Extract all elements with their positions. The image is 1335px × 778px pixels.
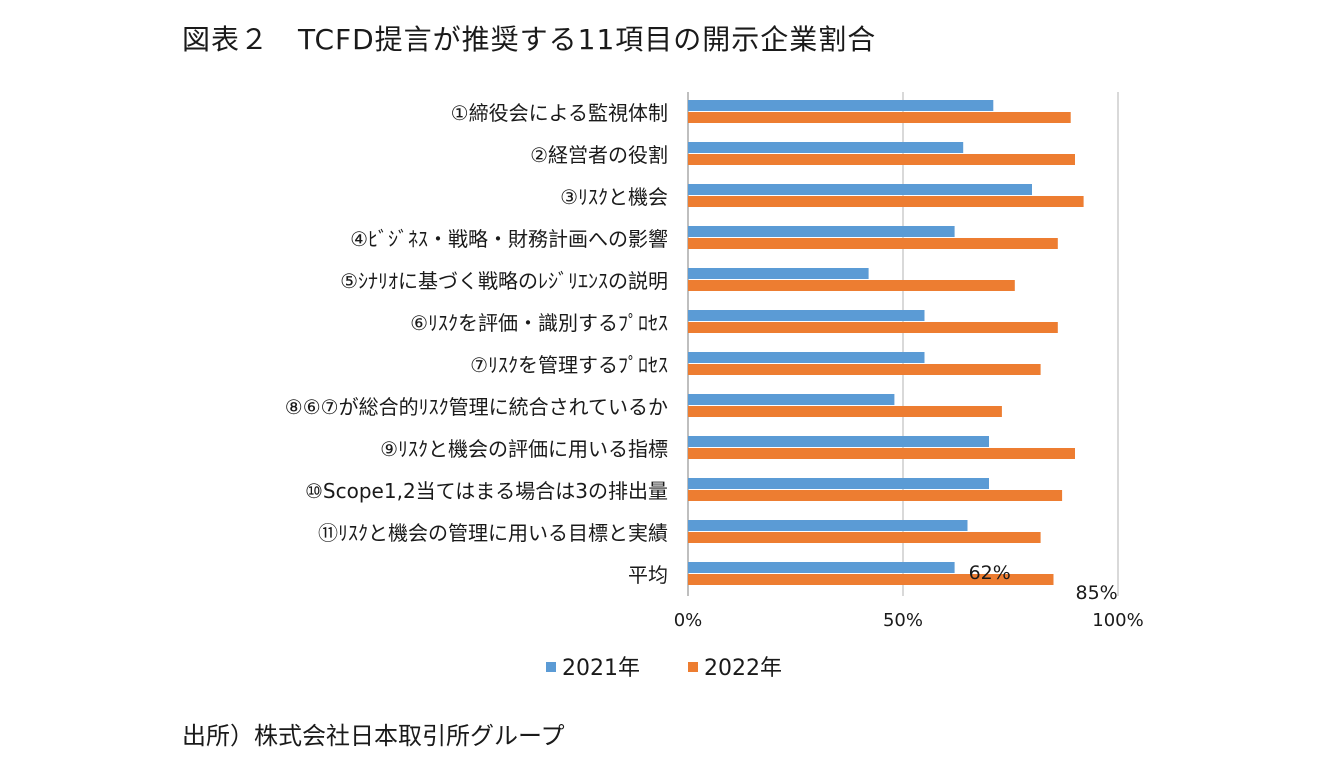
legend-swatch-2021 — [546, 662, 556, 672]
legend-label-2022: 2022年 — [704, 656, 782, 681]
tick-label: 50% — [883, 610, 923, 631]
bar-2022 — [688, 532, 1041, 543]
bars-layer — [688, 100, 1084, 585]
legend-swatch-2022 — [688, 662, 698, 672]
category-label: ⑨ﾘｽｸと機会の評価に用いる指標 — [380, 437, 668, 461]
bar-2022 — [688, 364, 1041, 375]
bar-2021 — [688, 226, 955, 237]
source-note: 出所）株式会社日本取引所グループ — [182, 722, 565, 750]
category-label: ⑦ﾘｽｸを管理するﾌﾟﾛｾｽ — [470, 353, 668, 377]
bar-2021 — [688, 352, 925, 363]
bar-2022 — [688, 322, 1058, 333]
bar-2021 — [688, 478, 989, 489]
bar-2022 — [688, 490, 1063, 501]
legend: 2021年 2022年 — [546, 656, 782, 681]
bar-2022 — [688, 112, 1071, 123]
bar-2022 — [688, 574, 1054, 585]
bar-2021 — [688, 142, 964, 153]
bar-chart: ①締役会による監視体制 ②経営者の役割 ③ﾘｽｸと機会 ④ﾋﾞｼﾞﾈｽ・戦略・財務計画… — [285, 92, 1144, 681]
bar-2021 — [688, 268, 869, 279]
category-label: 平均 — [628, 563, 668, 587]
bar-2022 — [688, 448, 1075, 459]
category-label: ②経営者の役割 — [530, 143, 668, 167]
bar-2021 — [688, 310, 925, 321]
category-label: ⑤ｼﾅﾘｵに基づく戦略のﾚｼﾞﾘｴﾝｽの説明 — [340, 269, 668, 293]
tick-label: 0% — [674, 610, 703, 631]
bar-2022 — [688, 238, 1058, 249]
tick-label: 100% — [1092, 610, 1143, 631]
data-label: 85% — [1076, 582, 1118, 604]
category-label: ⑧⑥⑦が総合的ﾘｽｸ管理に統合されているか — [285, 395, 668, 419]
category-label: ⑩Scope1,2当てはまる場合は3の排出量 — [305, 479, 668, 503]
category-label: ④ﾋﾞｼﾞﾈｽ・戦略・財務計画への影響 — [350, 227, 668, 251]
chart-title: 図表２ TCFD提言が推奨する11項目の開示企業割合 — [182, 23, 877, 56]
bar-2021 — [688, 394, 895, 405]
legend-label-2021: 2021年 — [562, 656, 640, 681]
bar-2022 — [688, 280, 1015, 291]
bar-2021 — [688, 562, 955, 573]
bar-2022 — [688, 196, 1084, 207]
x-axis-ticks: 0% 50% 100% — [674, 610, 1144, 631]
grid-layer — [687, 92, 1119, 596]
bar-2021 — [688, 520, 968, 531]
bar-2021 — [688, 436, 989, 447]
category-label: ⑥ﾘｽｸを評価・識別するﾌﾟﾛｾｽ — [410, 311, 668, 335]
category-label: ⑪ﾘｽｸと機会の管理に用いる目標と実績 — [318, 521, 668, 545]
bar-2021 — [688, 184, 1032, 195]
bar-2022 — [688, 154, 1075, 165]
bar-2021 — [688, 100, 994, 111]
data-labels: 62% 85% — [969, 562, 1118, 604]
data-label: 62% — [969, 562, 1011, 584]
category-label: ①締役会による監視体制 — [451, 101, 668, 125]
bar-2022 — [688, 406, 1002, 417]
category-label: ③ﾘｽｸと機会 — [560, 185, 668, 209]
category-labels: ①締役会による監視体制 ②経営者の役割 ③ﾘｽｸと機会 ④ﾋﾞｼﾞﾈｽ・戦略・財務計画… — [285, 101, 668, 587]
